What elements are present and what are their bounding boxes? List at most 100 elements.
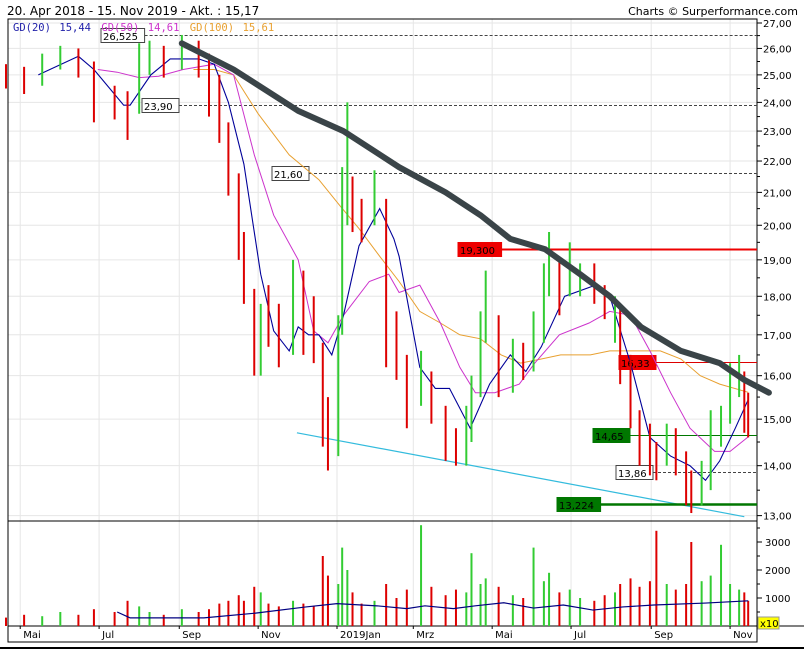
volume-bar bbox=[738, 589, 741, 626]
volume-bar bbox=[237, 595, 240, 626]
y-tick-label: 19,00 bbox=[763, 256, 792, 267]
x-tick-label: Mrz bbox=[416, 630, 434, 641]
volume-bar bbox=[444, 595, 447, 626]
volume-bar bbox=[532, 547, 535, 626]
volume-bar bbox=[629, 578, 632, 626]
x-tick-label: Nov bbox=[261, 630, 281, 641]
level-label: 13,86 bbox=[618, 469, 647, 480]
volume-bar bbox=[23, 614, 26, 626]
legend-value: 15,44 bbox=[59, 22, 91, 34]
volume-bar bbox=[522, 598, 525, 626]
volume-bar bbox=[321, 556, 324, 626]
volume-bar bbox=[126, 600, 129, 626]
volume-bar bbox=[465, 592, 468, 626]
gd20-line bbox=[38, 55, 749, 482]
volume-bar bbox=[292, 600, 295, 626]
volume-bar bbox=[619, 584, 622, 626]
volume-bar bbox=[113, 612, 116, 626]
volume-tick-label: 2000 bbox=[765, 566, 790, 577]
level-label: 14,65 bbox=[595, 432, 624, 443]
level-label-box bbox=[271, 166, 310, 181]
volume-bar bbox=[346, 570, 349, 626]
y-tick-label: 20,00 bbox=[763, 221, 792, 232]
legend-name: GD(100) bbox=[190, 22, 234, 34]
volume-bar bbox=[743, 592, 746, 626]
volume-bar bbox=[497, 586, 500, 626]
plot-frame bbox=[7, 18, 758, 643]
volume-bar bbox=[709, 575, 712, 626]
legend-value: 15,61 bbox=[243, 22, 275, 34]
volume-bar bbox=[351, 592, 354, 626]
volume-bar bbox=[92, 609, 95, 626]
level-label-box bbox=[556, 497, 602, 512]
x-tick-label: Jul bbox=[573, 630, 586, 641]
legend-name: GD(20) bbox=[13, 22, 51, 34]
volume-bar bbox=[579, 598, 582, 626]
y-tick-label: 21,00 bbox=[763, 188, 792, 199]
volume-bar bbox=[5, 617, 7, 626]
level-label-box bbox=[457, 242, 503, 257]
volume-bar bbox=[373, 600, 376, 626]
volume-bar bbox=[484, 578, 487, 626]
level-label-box bbox=[100, 28, 146, 43]
volume-bar bbox=[259, 592, 262, 626]
volume-bar bbox=[148, 612, 151, 626]
volume-bar bbox=[242, 600, 245, 626]
volume-bar bbox=[558, 592, 561, 626]
volume-bar bbox=[277, 606, 280, 626]
x-tick-label: Sep bbox=[182, 630, 201, 641]
resistance-trendline bbox=[178, 40, 772, 396]
volume-bar bbox=[385, 584, 388, 626]
level-label: 19,300 bbox=[460, 246, 495, 257]
x-tick-label: 2019Jan bbox=[340, 630, 381, 641]
level-label: 23,90 bbox=[144, 102, 173, 113]
y-tick-label: 23,00 bbox=[763, 127, 792, 138]
gd100-line bbox=[193, 69, 749, 393]
y-tick-label: 18,00 bbox=[763, 292, 792, 303]
level-label: 13,224 bbox=[559, 501, 594, 512]
x-tick-label: Nov bbox=[733, 630, 753, 641]
volume-bar bbox=[720, 544, 723, 626]
y-tick-label: 14,00 bbox=[763, 462, 792, 473]
volume-bar bbox=[568, 589, 571, 626]
volume-bar bbox=[218, 603, 221, 626]
volume-bar bbox=[420, 525, 423, 626]
y-tick-label: 22,00 bbox=[763, 157, 792, 168]
level-label-box bbox=[615, 465, 654, 480]
gd50-line bbox=[97, 63, 749, 452]
volume-bar bbox=[326, 575, 329, 626]
volume-bar bbox=[227, 600, 230, 626]
volume-bar bbox=[511, 595, 514, 626]
y-tick-label: 27,00 bbox=[763, 19, 792, 30]
volume-bar bbox=[603, 595, 606, 626]
grid bbox=[8, 19, 757, 626]
volume-bar bbox=[548, 572, 551, 626]
volume-bar bbox=[162, 614, 165, 626]
y-tick-label: 17,00 bbox=[763, 331, 792, 342]
volume-bar bbox=[470, 553, 473, 626]
volume-tick-label: 1000 bbox=[765, 594, 790, 605]
volume-bar bbox=[593, 600, 596, 626]
x-tick-label: Sep bbox=[654, 630, 673, 641]
volume-bar bbox=[395, 598, 398, 626]
y-tick-label: 13,00 bbox=[763, 512, 792, 523]
volume-bar bbox=[690, 542, 693, 626]
date-range-header: 20. Apr 2018 - 15. Nov 2019 - Akt. : 15,… bbox=[7, 4, 260, 18]
y-tick-label: 15,00 bbox=[763, 415, 792, 426]
volume-bar bbox=[253, 586, 256, 626]
volume-bar bbox=[302, 603, 305, 626]
volume-ma-line bbox=[116, 600, 749, 619]
volume-bar bbox=[648, 581, 651, 626]
volume-tick-label: 3000 bbox=[765, 538, 790, 549]
level-label-box bbox=[141, 98, 180, 113]
y-tick-label: 25,00 bbox=[763, 71, 792, 82]
volume-bar bbox=[674, 589, 677, 626]
volume-bar bbox=[542, 581, 545, 626]
volume-bar bbox=[685, 584, 688, 626]
chart-credit: Charts © Surperformance.com bbox=[628, 5, 798, 18]
y-tick-label: 26,00 bbox=[763, 44, 792, 55]
volume-bar bbox=[405, 589, 408, 626]
volume-bar bbox=[729, 584, 732, 626]
x-tick-label: Mai bbox=[23, 630, 41, 641]
